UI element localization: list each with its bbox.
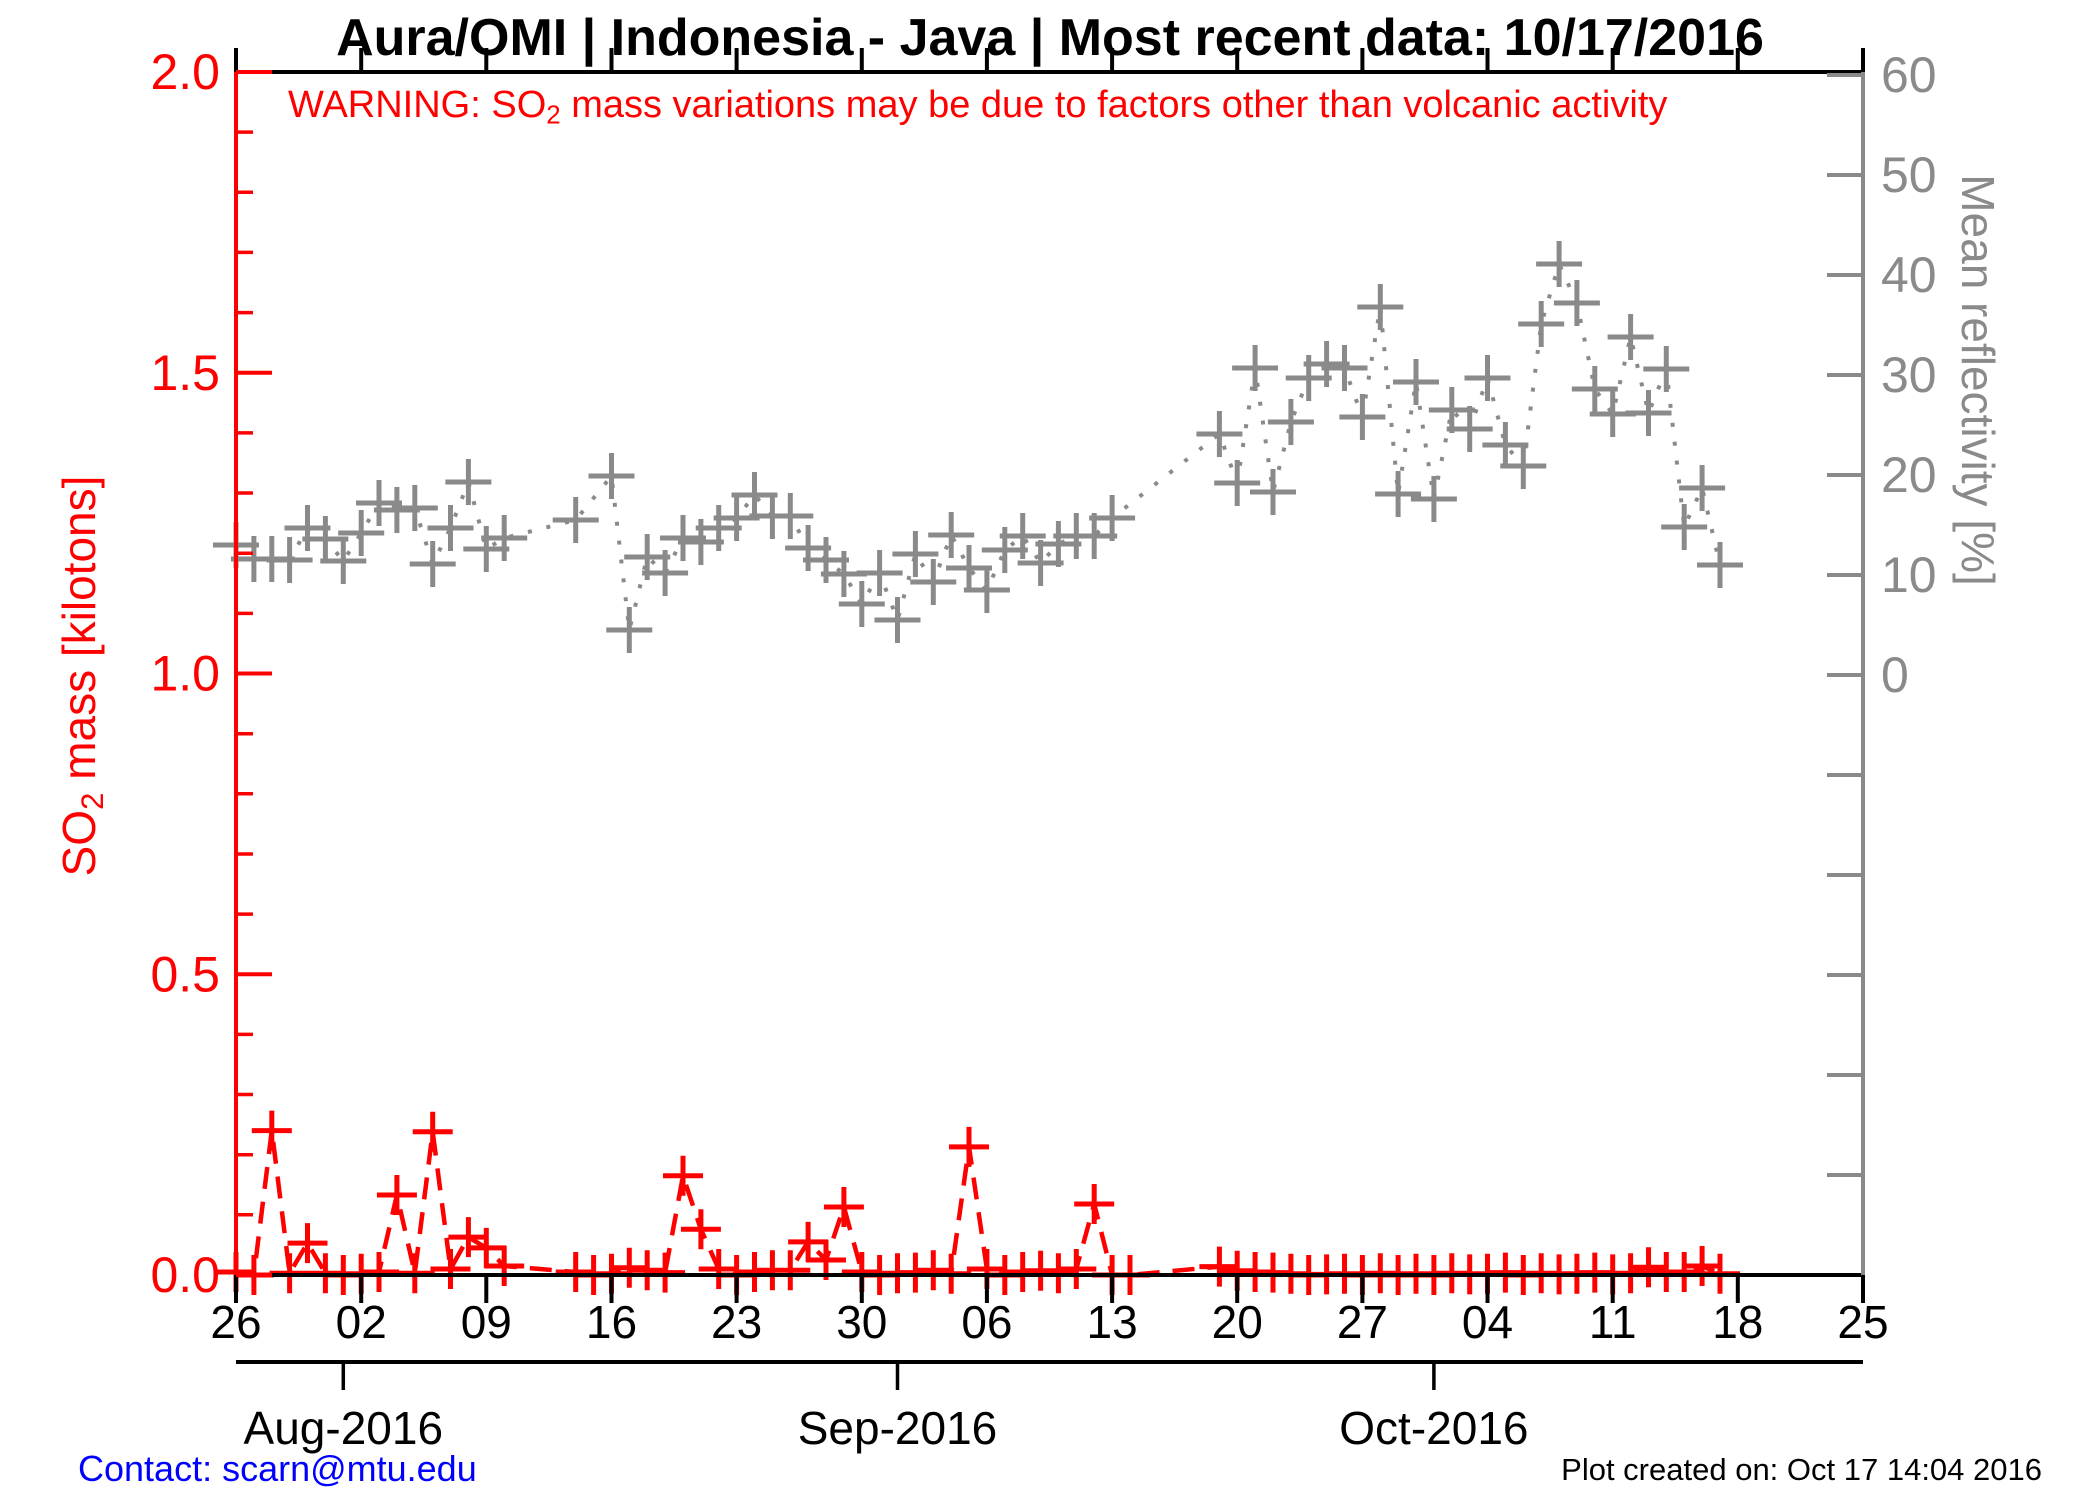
- x-tick-label: 16: [586, 1296, 637, 1348]
- x-tick-label: 23: [711, 1296, 762, 1348]
- reflectivity-series-markers: [213, 241, 1743, 653]
- plot-created-timestamp: Plot created on: Oct 17 14:04 2016: [1561, 1452, 2042, 1487]
- right-axis: 0 10 20 30 40 50 60: [1827, 47, 1937, 1275]
- right-tick-label: 10: [1881, 547, 1937, 603]
- left-tick-label: 1.5: [150, 345, 220, 401]
- x-tick-label: 26: [210, 1296, 261, 1348]
- x-tick-label: 25: [1837, 1296, 1888, 1348]
- reflectivity-series: [213, 241, 1743, 653]
- warning-suffix: mass variations may be due to factors ot…: [560, 84, 1668, 126]
- x-tick-label: 27: [1337, 1296, 1388, 1348]
- left-tick-label: 1.0: [150, 646, 220, 702]
- so2-series-markers: [216, 1110, 1740, 1295]
- left-tick-label: 0.0: [150, 1247, 220, 1303]
- left-axis-title-suffix: mass [kilotons]: [53, 475, 105, 793]
- x-tick-label: 04: [1462, 1296, 1513, 1348]
- right-tick-label: 30: [1881, 347, 1937, 403]
- x-tick-label: 02: [336, 1296, 387, 1348]
- x-tick-label: 18: [1712, 1296, 1763, 1348]
- month-label: Aug-2016: [244, 1402, 444, 1454]
- left-axis-title: SO2 mass [kilotons]: [52, 326, 110, 1026]
- right-tick-label: 50: [1881, 147, 1937, 203]
- month-label: Sep-2016: [798, 1402, 998, 1454]
- right-tick-label: 60: [1881, 47, 1937, 103]
- x-tick-label: 13: [1087, 1296, 1138, 1348]
- contact-link-text: Contact: scarn@mtu.edu: [78, 1448, 477, 1489]
- x-axis: 26 02 09 16 23 30 06 13 20 27 04 11 18 25: [210, 1273, 1889, 1348]
- left-tick-label: 0.5: [150, 946, 220, 1002]
- right-tick-label: 0: [1881, 647, 1909, 703]
- warning-subscript: 2: [546, 101, 561, 130]
- x-tick-label: 09: [461, 1296, 512, 1348]
- left-axis: 0.0 0.5 1.0 1.5 2.0: [150, 44, 272, 1303]
- x-tick-label: 06: [961, 1296, 1012, 1348]
- warning-text: WARNING: SO2 mass variations may be due …: [288, 84, 1667, 130]
- right-axis-title: Mean reflectivity [%]: [1952, 174, 2004, 586]
- left-axis-title-subscript: 2: [74, 792, 110, 810]
- right-tick-label: 20: [1881, 447, 1937, 503]
- month-label: Oct-2016: [1339, 1402, 1528, 1454]
- warning-prefix: WARNING: SO: [288, 84, 547, 126]
- x-tick-label: 11: [1589, 1296, 1637, 1348]
- month-axis: Aug-2016 Sep-2016 Oct-2016: [236, 1360, 1863, 1454]
- x-tick-label: 20: [1212, 1296, 1263, 1348]
- right-tick-label: 40: [1881, 247, 1937, 303]
- page-title: Aura/OMI | Indonesia - Java | Most recen…: [336, 9, 1764, 67]
- left-tick-label: 2.0: [150, 44, 220, 100]
- so2-series-line: [235, 1130, 1721, 1280]
- so2-series: [216, 1110, 1740, 1295]
- top-axis: [234, 48, 1865, 74]
- left-axis-title-prefix: SO: [53, 809, 105, 877]
- x-tick-label: 30: [836, 1296, 887, 1348]
